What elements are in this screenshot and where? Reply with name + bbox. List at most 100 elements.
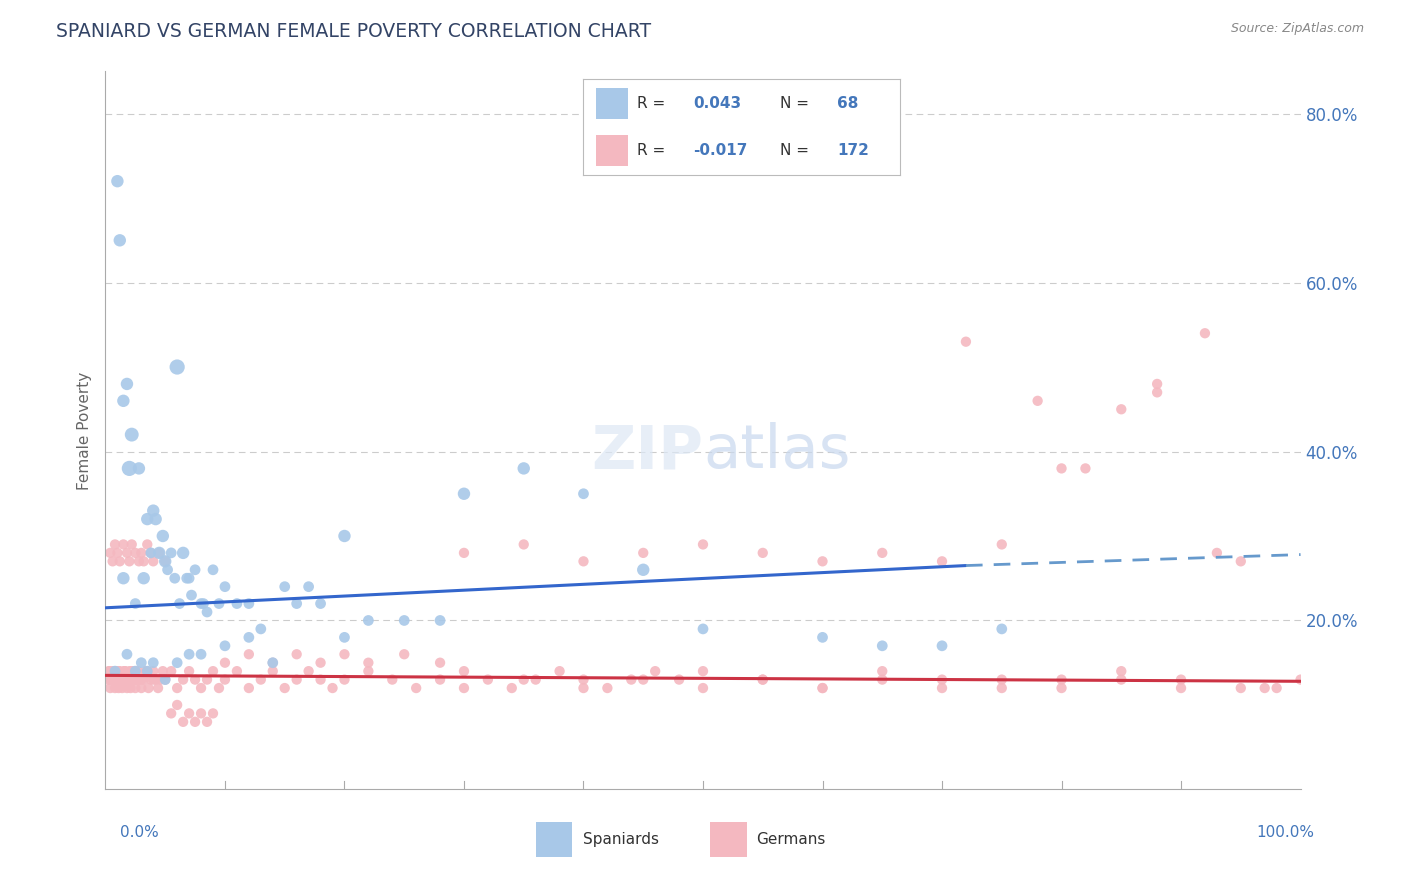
Point (107, 546, 129, 560)
Point (115, 376, 138, 391)
Point (107, 681, 129, 695)
Point (931, 681, 953, 695)
Point (633, 563, 655, 577)
Point (104, 664, 127, 678)
Point (112, 673, 135, 687)
Point (121, 427, 143, 442)
Point (208, 681, 231, 695)
Point (115, 546, 138, 560)
Point (166, 656, 188, 670)
Point (148, 546, 170, 560)
Point (104, 537, 127, 551)
Point (132, 673, 155, 687)
Point (145, 512, 167, 526)
Point (172, 673, 194, 687)
Point (285, 647, 308, 661)
Point (429, 673, 451, 687)
Point (103, 673, 125, 687)
Text: 100.0%: 100.0% (1257, 825, 1315, 840)
Point (250, 622, 273, 636)
Text: atlas: atlas (703, 423, 851, 482)
Point (250, 673, 273, 687)
Point (692, 681, 714, 695)
Point (453, 681, 475, 695)
Point (163, 571, 186, 585)
Point (125, 673, 148, 687)
Point (132, 571, 155, 585)
Point (273, 681, 295, 695)
Point (513, 673, 536, 687)
Point (990, 537, 1012, 551)
Point (751, 546, 773, 560)
Point (129, 656, 153, 670)
Point (98, 664, 121, 678)
Point (122, 673, 145, 687)
Point (1170, 673, 1192, 687)
Point (633, 546, 655, 560)
Point (214, 656, 236, 670)
Point (872, 664, 894, 678)
Point (142, 503, 165, 517)
Point (177, 647, 201, 661)
Point (572, 673, 595, 687)
Point (120, 681, 142, 695)
Point (214, 639, 236, 653)
Point (1170, 681, 1192, 695)
Point (357, 664, 380, 678)
Point (1146, 385, 1168, 400)
Point (1050, 461, 1073, 475)
Point (172, 714, 194, 729)
Point (357, 614, 380, 628)
Point (127, 664, 149, 678)
Point (262, 656, 284, 670)
Point (513, 537, 536, 551)
Point (225, 597, 249, 611)
Point (138, 681, 160, 695)
Point (190, 681, 212, 695)
Point (108, 664, 131, 678)
Point (405, 681, 427, 695)
Point (1194, 326, 1216, 341)
Point (112, 537, 135, 551)
Point (129, 673, 153, 687)
Point (184, 673, 207, 687)
Point (931, 554, 953, 568)
Point (285, 597, 308, 611)
Point (1146, 376, 1168, 391)
Point (145, 673, 167, 687)
Point (122, 664, 145, 678)
Point (104, 681, 127, 695)
Point (115, 681, 138, 695)
Point (135, 664, 157, 678)
Point (124, 546, 146, 560)
Point (202, 563, 225, 577)
Point (1111, 664, 1133, 678)
Point (225, 664, 249, 678)
Point (124, 681, 146, 695)
Point (190, 647, 212, 661)
Point (238, 597, 260, 611)
Point (108, 673, 131, 687)
Point (309, 673, 332, 687)
Point (101, 554, 124, 568)
Point (107, 664, 129, 678)
Point (112, 393, 135, 408)
Point (931, 639, 953, 653)
Point (208, 597, 231, 611)
Point (1289, 673, 1312, 687)
Point (692, 622, 714, 636)
Point (1026, 393, 1049, 408)
Point (184, 714, 207, 729)
Point (136, 537, 159, 551)
Point (477, 673, 499, 687)
Point (1229, 554, 1251, 568)
Point (110, 673, 132, 687)
Point (146, 681, 169, 695)
Point (107, 673, 129, 687)
Point (118, 554, 141, 568)
Point (429, 656, 451, 670)
Point (990, 673, 1012, 687)
Point (105, 673, 128, 687)
Text: SPANIARD VS GERMAN FEMALE POVERTY CORRELATION CHART: SPANIARD VS GERMAN FEMALE POVERTY CORREL… (56, 22, 651, 41)
Point (104, 664, 127, 678)
